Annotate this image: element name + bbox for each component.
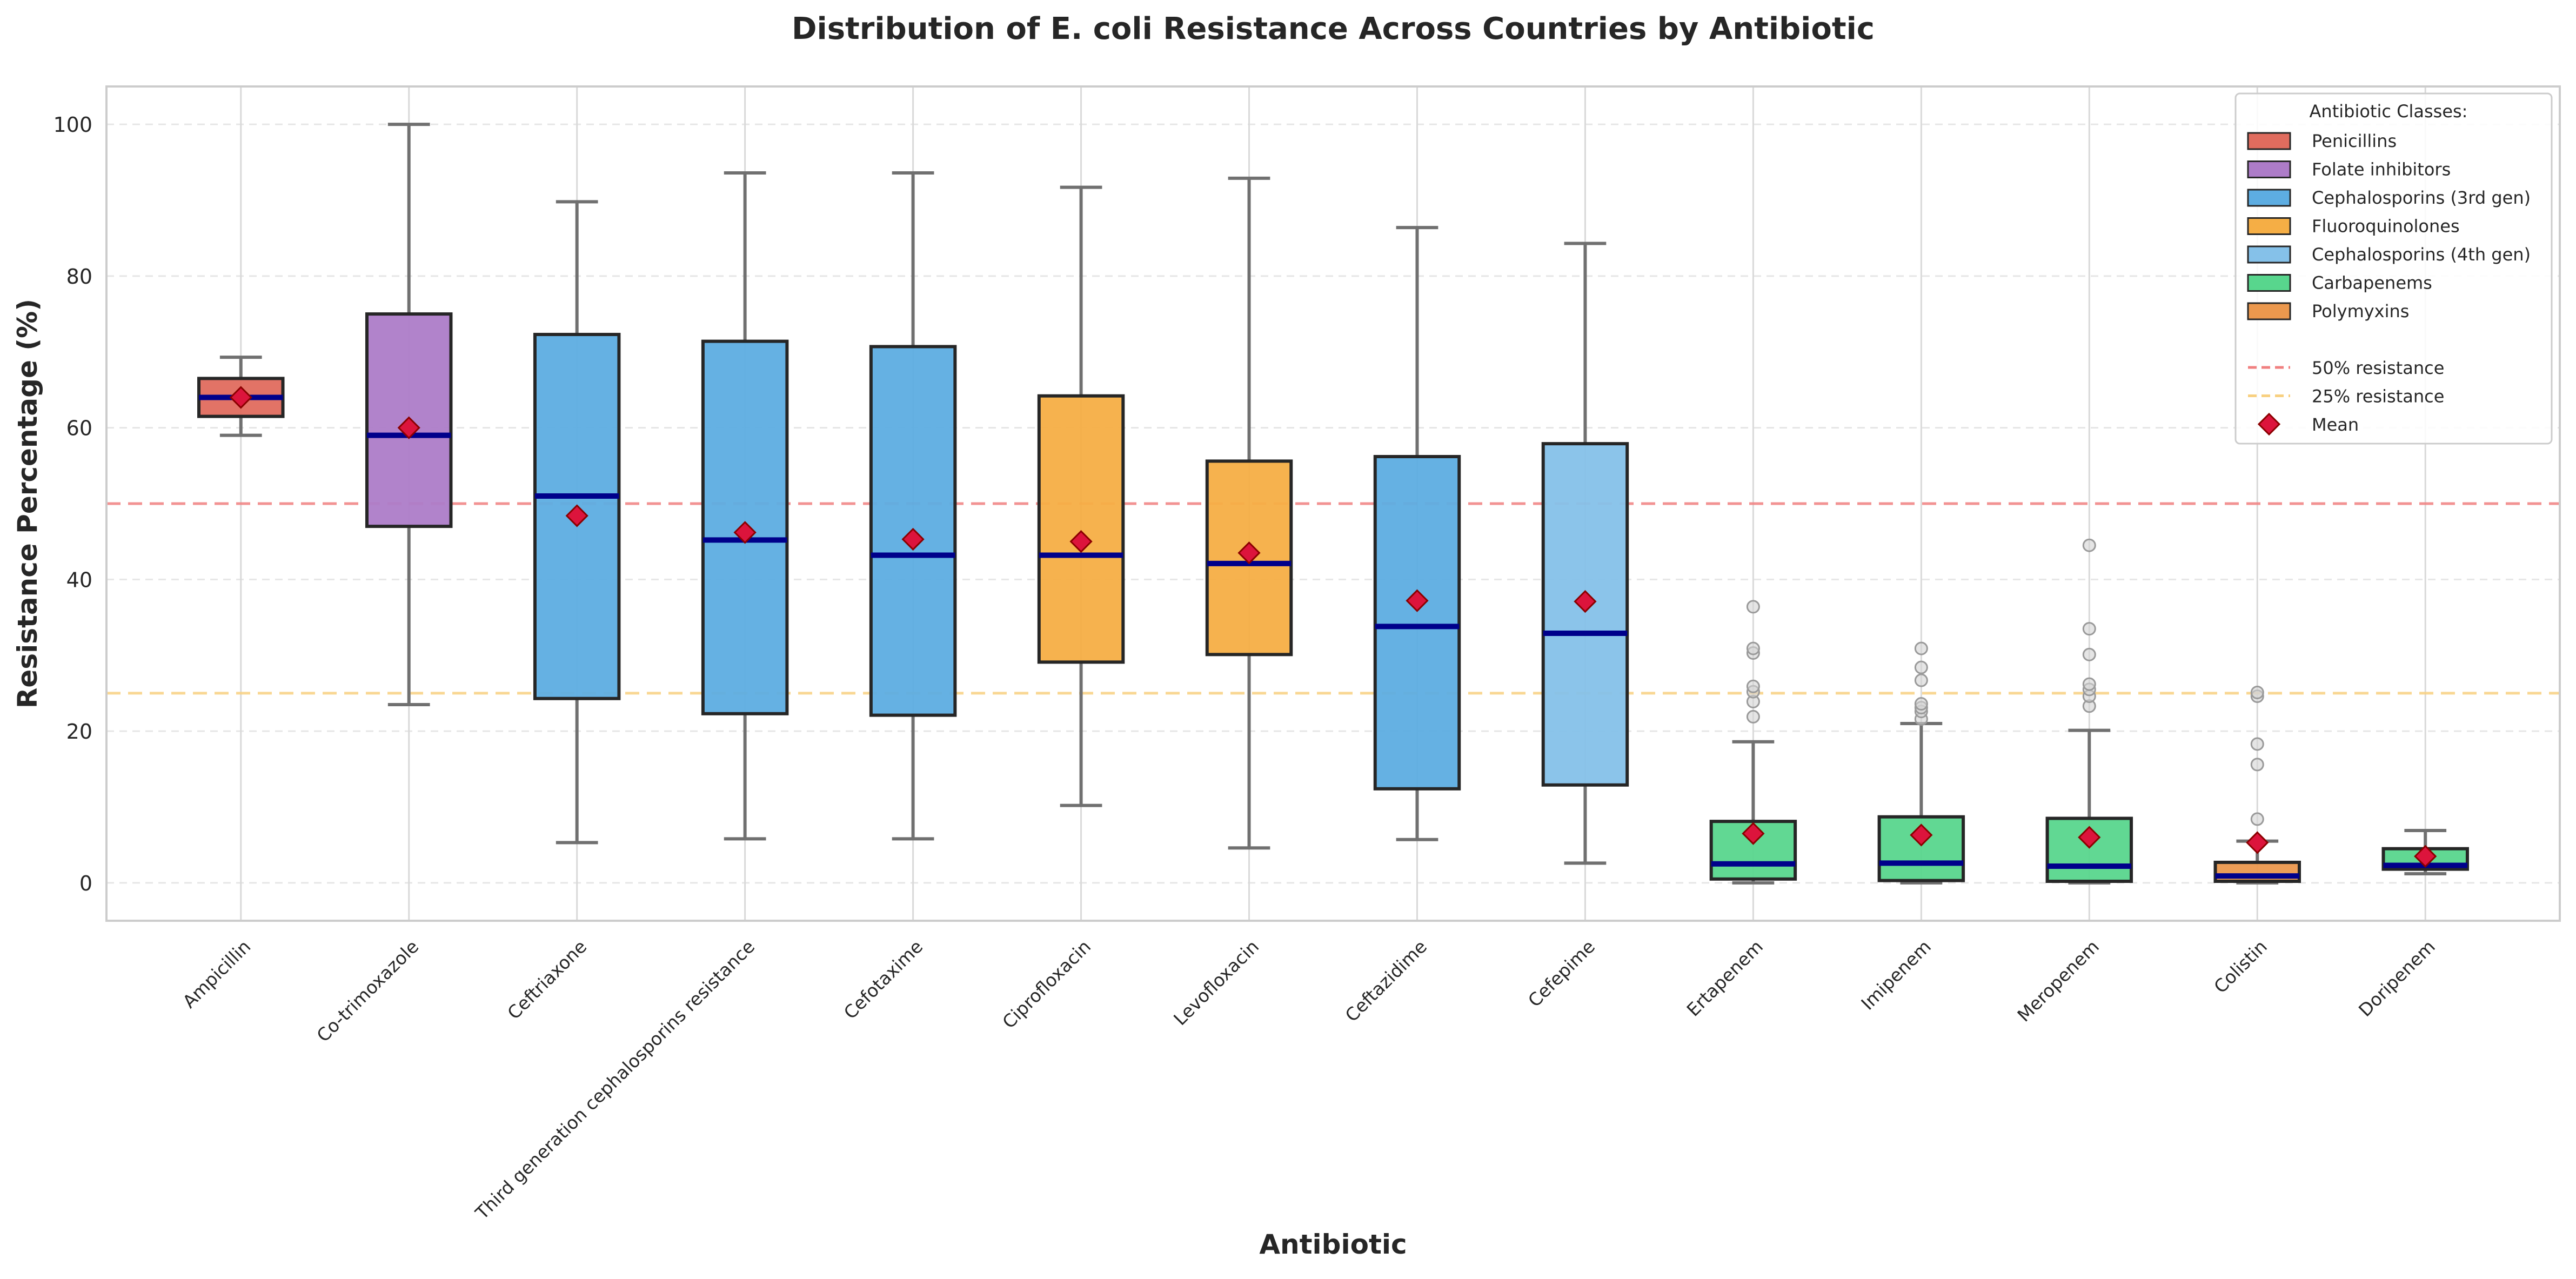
legend-title: Antibiotic Classes: bbox=[2310, 101, 2468, 122]
legend-swatch bbox=[2247, 245, 2291, 264]
legend-entry: Polymyxins bbox=[2312, 301, 2409, 322]
legend-entry: Penicillins bbox=[2312, 131, 2397, 151]
outlier-point bbox=[2082, 647, 2096, 661]
box-12 bbox=[2045, 538, 2133, 885]
y-tick-label: 20 bbox=[66, 720, 92, 744]
box-13 bbox=[2213, 686, 2301, 885]
x-axis-label: Antibiotic bbox=[1259, 1229, 1407, 1260]
box-8 bbox=[1373, 226, 1461, 841]
outlier-point bbox=[2082, 622, 2096, 636]
mean-marker bbox=[1910, 823, 1933, 847]
chart-title: Distribution of E. coli Resistance Acros… bbox=[792, 11, 1875, 46]
mean-marker bbox=[2246, 831, 2269, 854]
outlier-point bbox=[1746, 600, 1760, 614]
outlier-point bbox=[1746, 641, 1760, 655]
outlier-point bbox=[2250, 737, 2264, 751]
legend-swatch bbox=[2247, 302, 2291, 320]
legend-swatch bbox=[2247, 189, 2291, 207]
outlier-point bbox=[1914, 697, 1928, 711]
outlier-point bbox=[1746, 709, 1760, 724]
mean-marker bbox=[901, 527, 925, 551]
outlier-point bbox=[2082, 677, 2096, 691]
box-5 bbox=[869, 171, 957, 841]
legend-swatch bbox=[2247, 132, 2291, 150]
legend-swatch bbox=[2247, 274, 2291, 292]
outlier-point bbox=[1914, 660, 1928, 674]
legend-entry: Mean bbox=[2312, 414, 2359, 435]
outlier-point bbox=[1914, 673, 1928, 687]
outlier-point bbox=[2082, 538, 2096, 552]
legend-entry: Fluoroquinolones bbox=[2312, 216, 2460, 237]
mean-marker bbox=[397, 416, 420, 439]
legend-mean-marker bbox=[2257, 412, 2281, 436]
outlier-point bbox=[2250, 758, 2264, 772]
box-7 bbox=[1205, 176, 1293, 850]
legend-entry: Folate inhibitors bbox=[2312, 159, 2451, 180]
box-1 bbox=[197, 356, 285, 437]
box-body bbox=[1541, 442, 1629, 787]
legend-swatch bbox=[2247, 217, 2291, 235]
legend-entry: 50% resistance bbox=[2312, 358, 2444, 378]
mean-marker bbox=[733, 521, 757, 544]
box-10 bbox=[1709, 600, 1797, 885]
outlier-point bbox=[2250, 812, 2264, 826]
box-body bbox=[1037, 394, 1125, 664]
mean-marker bbox=[2414, 845, 2437, 868]
legend-frame bbox=[2234, 92, 2553, 445]
mean-marker bbox=[1574, 590, 1597, 613]
outlier-point bbox=[1914, 641, 1928, 655]
box-11 bbox=[1877, 641, 1965, 885]
box-body bbox=[1373, 454, 1461, 791]
mean-marker bbox=[565, 504, 588, 527]
mean-marker bbox=[1406, 589, 1429, 612]
box-3 bbox=[533, 200, 621, 845]
box-14 bbox=[2381, 828, 2469, 875]
mean-marker bbox=[1069, 530, 1093, 553]
box-2 bbox=[365, 123, 453, 706]
box-4 bbox=[701, 171, 789, 841]
legend: Antibiotic Classes: Penicillins Folate in… bbox=[2234, 92, 2553, 445]
outlier-point bbox=[2250, 686, 2264, 700]
y-axis-label: Resistance Percentage (%) bbox=[12, 299, 43, 708]
outlier-point bbox=[1746, 679, 1760, 693]
mean-marker bbox=[1742, 822, 1765, 845]
legend-swatch bbox=[2247, 160, 2291, 178]
legend-entry: Carbapenems bbox=[2312, 273, 2432, 293]
mean-marker bbox=[229, 386, 252, 409]
y-tick-label: 80 bbox=[66, 265, 92, 289]
y-tick-label: 0 bbox=[79, 872, 92, 895]
box-9 bbox=[1541, 242, 1629, 865]
legend-entry: Cephalosporins (4th gen) bbox=[2312, 244, 2531, 265]
mean-marker bbox=[2078, 826, 2101, 849]
legend-entry: 25% resistance bbox=[2312, 386, 2444, 407]
mean-marker bbox=[1237, 541, 1261, 565]
y-tick-label: 60 bbox=[66, 417, 92, 440]
legend-entry: Cephalosporins (3rd gen) bbox=[2312, 188, 2531, 208]
y-tick-label: 100 bbox=[53, 113, 92, 137]
y-tick-label: 40 bbox=[66, 568, 92, 592]
box-6 bbox=[1037, 185, 1125, 807]
